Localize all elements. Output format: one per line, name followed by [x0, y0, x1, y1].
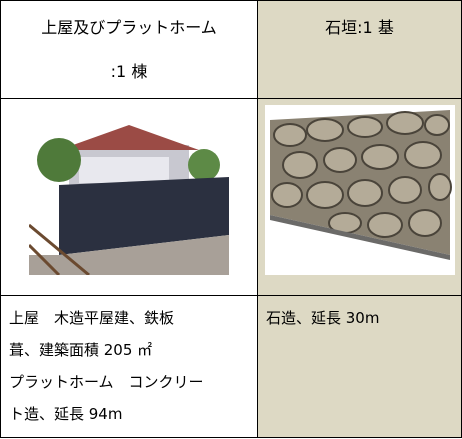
- cell-text: :1 棟: [110, 62, 148, 81]
- station-photo: [27, 105, 229, 277]
- cell-text: 石垣:1 基: [325, 18, 394, 37]
- cell-text: 上屋及びプラットホーム: [41, 18, 217, 37]
- cell-text: 葺、建築面積 205 ㎡: [9, 341, 153, 359]
- image-cell: [257, 98, 462, 296]
- image-cell: [0, 98, 258, 296]
- description-cell: 上屋 木造平屋建、鉄板 葺、建築面積 205 ㎡ プラットホーム コンクリー ト…: [0, 295, 258, 438]
- stone-wall-photo: [264, 105, 455, 275]
- header-cell: 上屋及びプラットホーム :1 棟: [0, 0, 258, 99]
- description-cell: 石造、延長 30m: [257, 295, 462, 438]
- cell-text: プラットホーム コンクリー: [9, 373, 204, 391]
- cell-text: ト造、延長 94m: [9, 405, 123, 423]
- cell-text: 上屋 木造平屋建、鉄板: [9, 309, 175, 327]
- header-cell: 石垣:1 基: [257, 0, 462, 99]
- cell-text: 石造、延長 30m: [266, 309, 380, 327]
